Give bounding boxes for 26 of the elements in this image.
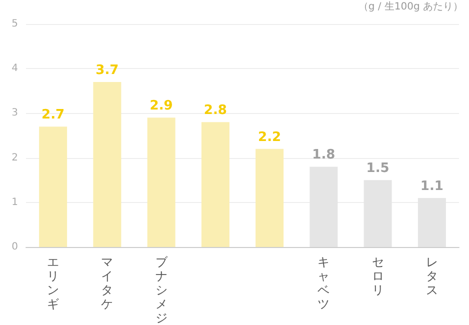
x-tick-label: レタス [426, 255, 438, 297]
y-tick-label: 1 [12, 196, 18, 208]
data-label: 1.1 [420, 178, 444, 194]
y-tick-label: 0 [12, 242, 18, 252]
y-tick-label: 4 [12, 63, 18, 74]
data-label: 2.8 [204, 103, 227, 118]
y-tick-label: 2 [12, 152, 18, 164]
x-tick-label: キャベツ [318, 255, 330, 311]
y-tick-label: 3 [12, 108, 18, 119]
bar [256, 148, 284, 247]
x-tick-label: ブナシメジ [155, 255, 168, 325]
bar [93, 82, 122, 247]
data-label: 1.8 [312, 148, 336, 163]
data-label: 2.9 [150, 98, 173, 114]
bar [201, 122, 230, 247]
x-tick-label: エリンギ [47, 255, 60, 311]
bar [39, 126, 68, 247]
data-label: 2.7 [42, 108, 65, 123]
y-tick-label: 5 [12, 18, 18, 30]
data-label: 3.7 [96, 62, 119, 78]
x-tick-label: セロリ [372, 255, 384, 297]
x-tick-label: マイタケ [101, 255, 114, 311]
bar [147, 118, 176, 247]
data-label: 2.2 [258, 130, 282, 145]
text: （g / 生100g あたり） [358, 0, 463, 12]
data-label: 1.5 [366, 161, 390, 176]
